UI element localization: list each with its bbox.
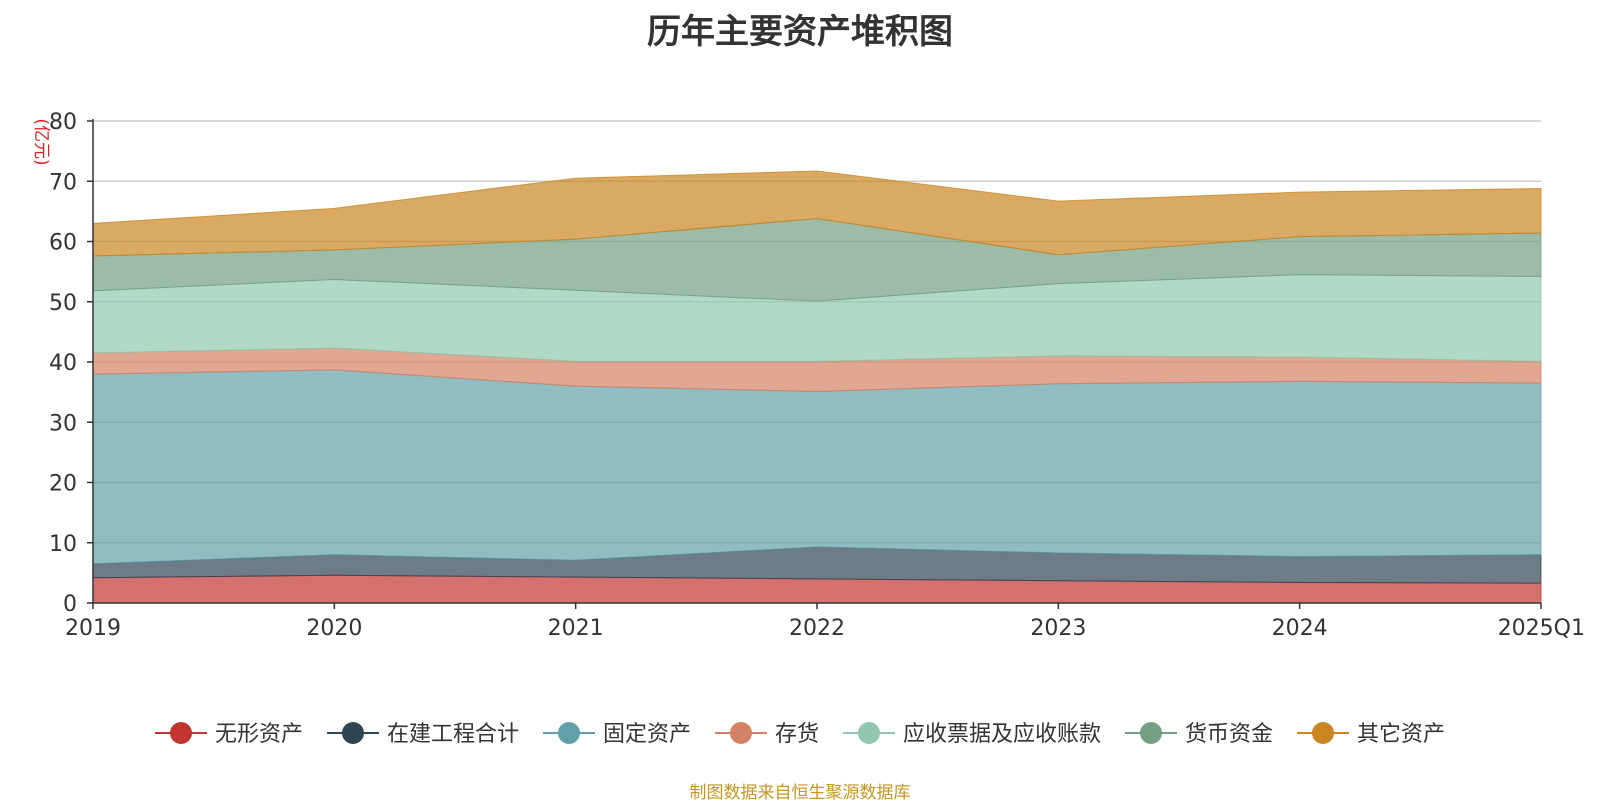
y-tick-label: 30 xyxy=(49,411,77,436)
area-series xyxy=(92,170,1542,604)
x-tick-label: 2025Q1 xyxy=(1498,616,1585,641)
legend-label: 货币资金 xyxy=(1185,722,1273,747)
x-tick-label: 2022 xyxy=(789,616,845,641)
legend-circle-icon xyxy=(1140,722,1162,744)
x-tick-label: 2019 xyxy=(65,616,121,641)
legend-item-5[interactable]: 货币资金 xyxy=(1125,722,1273,747)
y-tick-label: 50 xyxy=(49,291,77,316)
legend-item-0[interactable]: 无形资产 xyxy=(155,722,303,747)
y-tick-label: 20 xyxy=(49,472,77,497)
legend-label: 存货 xyxy=(775,722,819,747)
y-tick-label: 40 xyxy=(49,351,77,376)
y-tick-label: 0 xyxy=(63,592,77,617)
legend-item-4[interactable]: 应收票据及应收账款 xyxy=(843,722,1101,747)
legend-item-6[interactable]: 其它资产 xyxy=(1297,722,1445,747)
area-series-6 xyxy=(92,170,1542,257)
legend-label: 其它资产 xyxy=(1357,722,1445,747)
legend-label: 在建工程合计 xyxy=(387,722,519,747)
legend-label: 应收票据及应收账款 xyxy=(903,722,1101,747)
x-tick-label: 2020 xyxy=(306,616,362,641)
y-tick-label: 60 xyxy=(49,231,77,256)
y-tick-label: 80 xyxy=(49,110,77,135)
legend-label: 固定资产 xyxy=(603,722,691,747)
legend: 无形资产 在建工程合计 固定资产 存货 应收票据及应收账款 货币资金 其它资产 xyxy=(155,722,1445,747)
legend-item-3[interactable]: 存货 xyxy=(715,722,819,747)
legend-item-2[interactable]: 固定资产 xyxy=(543,722,691,747)
y-tick-label: 70 xyxy=(49,170,77,195)
x-tick-label: 2024 xyxy=(1272,616,1328,641)
chart-title: 历年主要资产堆积图 xyxy=(647,12,953,52)
data-source: 制图数据来自恒生聚源数据库 xyxy=(689,783,911,803)
legend-circle-icon xyxy=(858,722,880,744)
legend-circle-icon xyxy=(558,722,580,744)
area-series-2 xyxy=(92,369,1542,565)
legend-circle-icon xyxy=(342,722,364,744)
legend-label: 无形资产 xyxy=(215,722,303,747)
y-tick-label: 10 xyxy=(49,532,77,557)
axes: 0 10 20 30 40 50 60 70 80 2019 2020 2021 2022 2023 202… xyxy=(49,110,1585,641)
x-tick-label: 2021 xyxy=(548,616,604,641)
x-tick-label: 2023 xyxy=(1030,616,1086,641)
legend-circle-icon xyxy=(730,722,752,744)
legend-circle-icon xyxy=(170,722,192,744)
legend-circle-icon xyxy=(1312,722,1334,744)
legend-item-1[interactable]: 在建工程合计 xyxy=(327,722,519,747)
y-axis-unit: (亿元) xyxy=(31,118,51,165)
